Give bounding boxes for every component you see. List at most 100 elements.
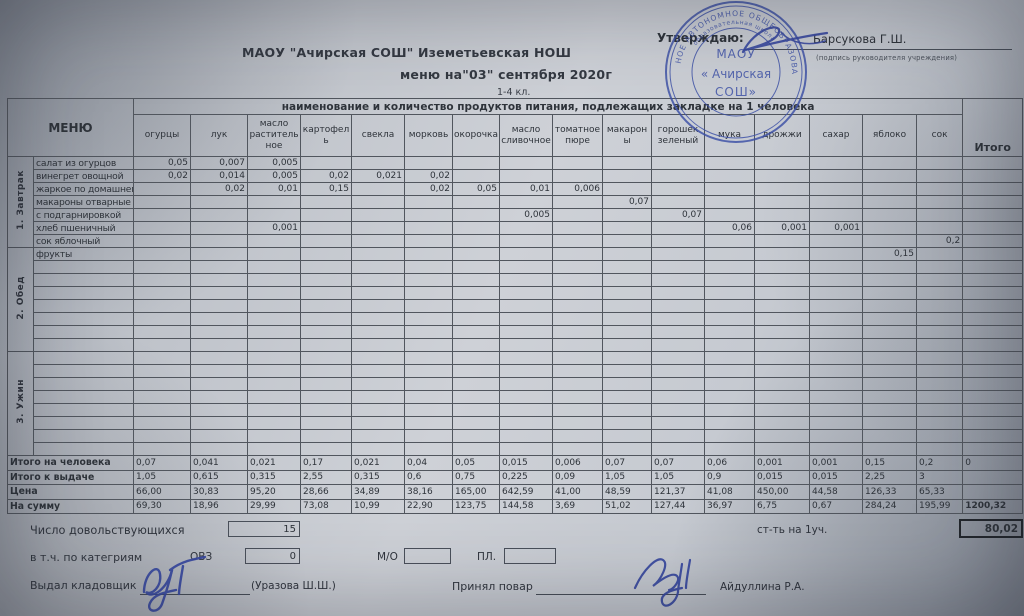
value-cell [300, 416, 352, 430]
value-cell [247, 351, 301, 365]
value-cell [704, 286, 755, 300]
totals-value-cell: 6,75 [754, 498, 810, 514]
value-cell [452, 351, 500, 365]
value-cell [404, 364, 453, 378]
value-cell [351, 234, 405, 248]
value-cell [651, 312, 705, 326]
value-cell [552, 442, 603, 456]
totals-value-cell: 0,07 [133, 455, 191, 471]
value-cell [190, 247, 248, 261]
value-cell [351, 156, 405, 170]
value-cell [552, 351, 603, 365]
value-cell [651, 247, 705, 261]
value-cell: 0,01 [499, 182, 553, 196]
value-cell [754, 351, 810, 365]
value-cell [133, 195, 191, 209]
value-cell [190, 403, 248, 417]
totals-value-cell: 126,33 [862, 484, 917, 500]
value-cell [704, 299, 755, 313]
row-total-cell [962, 156, 1024, 170]
totals-value-cell: 36,97 [704, 498, 755, 514]
column-header: томатное пюре [552, 114, 603, 157]
value-cell [862, 416, 917, 430]
value-cell [552, 286, 603, 300]
dish-name-cell: сок яблочный [33, 234, 134, 248]
value-cell [915, 169, 964, 183]
value-cell [452, 169, 500, 183]
value-cell [300, 403, 352, 417]
totals-value-cell: 0,15 [862, 455, 917, 471]
value-cell [499, 286, 553, 300]
value-cell [651, 325, 705, 339]
value-cell: 0,001 [247, 221, 301, 235]
mo-count-box [404, 548, 451, 564]
totals-value-cell: 69,30 [133, 498, 191, 514]
value-cell [809, 156, 863, 170]
row-total-cell [962, 169, 1024, 183]
column-header: сок [915, 114, 964, 157]
value-cell [651, 377, 705, 391]
value-cell [602, 234, 652, 248]
value-cell [351, 208, 405, 222]
value-cell [133, 273, 191, 287]
column-header: свекла [351, 114, 405, 157]
mo-label: М/О [377, 551, 398, 563]
value-cell [704, 364, 755, 378]
totals-value-cell: 0,015 [809, 469, 863, 485]
value-cell [300, 208, 352, 222]
value-cell [190, 429, 248, 443]
value-cell [133, 351, 191, 365]
value-cell [133, 182, 191, 196]
value-cell [862, 403, 917, 417]
value-cell [247, 234, 301, 248]
value-cell [452, 377, 500, 391]
value-cell [300, 429, 352, 443]
dish-name-cell [33, 364, 134, 378]
cook-signature [633, 558, 692, 607]
totals-value-cell: 0,05 [452, 455, 500, 471]
value-cell [754, 247, 810, 261]
dish-name-cell [33, 390, 134, 404]
row-total-cell [962, 234, 1024, 248]
value-cell [351, 195, 405, 209]
value-cell [452, 221, 500, 235]
cook-label: Принял повар [452, 580, 533, 593]
value-cell [499, 390, 553, 404]
totals-value-cell: 0,06 [704, 455, 755, 471]
value-cell [499, 247, 553, 261]
value-cell [499, 442, 553, 456]
value-cell [552, 156, 603, 170]
value-cell: 0,07 [651, 208, 705, 222]
value-cell [552, 403, 603, 417]
value-cell [404, 273, 453, 287]
value-cell [351, 221, 405, 235]
row-total-cell [962, 364, 1024, 378]
value-cell [452, 442, 500, 456]
dish-name-cell: фрукты [33, 247, 134, 261]
value-cell [862, 156, 917, 170]
menu-products-table: МЕНЮ наименование и количество продуктов … [7, 98, 1024, 514]
value-cell [915, 390, 964, 404]
value-cell [704, 234, 755, 248]
value-cell [499, 351, 553, 365]
totals-total-cell: 1200,32 [962, 498, 1024, 514]
value-cell [190, 208, 248, 222]
dish-name-cell [33, 403, 134, 417]
value-cell [552, 312, 603, 326]
section-label: 1. Завтрак [7, 156, 34, 248]
value-cell [247, 247, 301, 261]
totals-total-cell [962, 469, 1024, 485]
value-cell [915, 429, 964, 443]
totals-value-cell: 95,20 [247, 484, 301, 500]
totals-value-cell: 0,006 [552, 455, 603, 471]
column-header: яблоко [862, 114, 917, 157]
stamp-org-abbr: МАОУ [716, 47, 755, 61]
value-cell [499, 273, 553, 287]
column-header: макароны [602, 114, 652, 157]
row-total-cell [962, 377, 1024, 391]
totals-value-cell: 0,2 [915, 455, 964, 471]
totals-value-cell: 0,615 [190, 469, 248, 485]
value-cell [247, 208, 301, 222]
value-cell [651, 338, 705, 352]
